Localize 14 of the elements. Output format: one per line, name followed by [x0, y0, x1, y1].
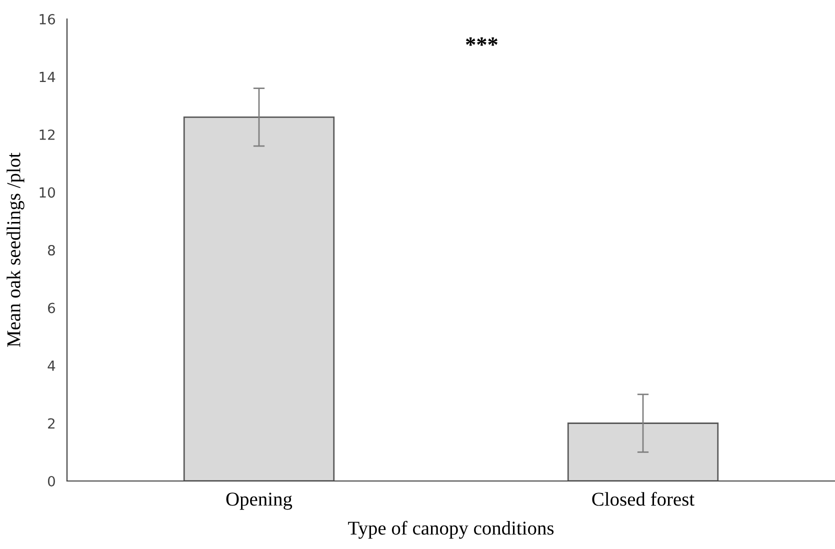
y-tick-label: 14 [40, 72, 56, 82]
y-tick-label: 12 [40, 129, 54, 140]
y-axis-title: Mean oak seedlings /plot [6, 152, 24, 347]
y-tick-label: 16 [40, 14, 56, 24]
y-tick-label: 2 [48, 418, 54, 429]
x-tick-label: Closed forest [592, 492, 694, 506]
y-tick-label: 0 [48, 476, 55, 486]
y-tick-label: 8 [48, 244, 55, 256]
y-tick-label: 4 [48, 360, 56, 371]
x-tick-label: Opening [226, 492, 292, 510]
y-tick-label: 10 [40, 187, 55, 198]
y-tick-label: 6 [48, 302, 56, 314]
annotation: *** [466, 37, 498, 46]
x-axis-title: Type of canopy conditions [348, 520, 554, 539]
